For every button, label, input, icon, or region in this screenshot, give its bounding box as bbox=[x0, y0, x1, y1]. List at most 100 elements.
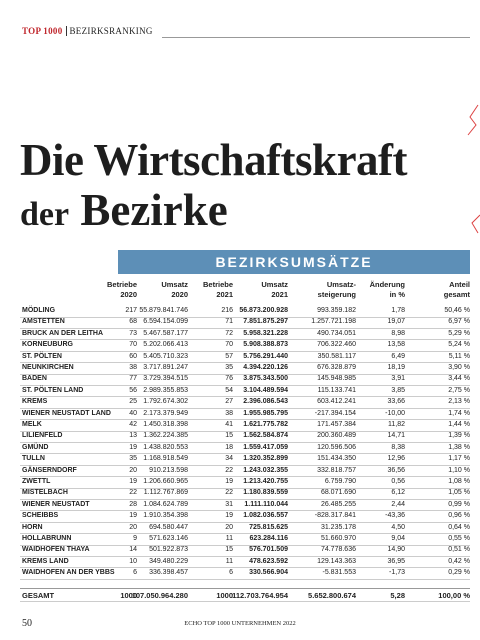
cell: 5,29 % bbox=[448, 329, 470, 337]
cell: 18,19 bbox=[387, 364, 405, 371]
cell: 5.405.710.323 bbox=[143, 352, 188, 360]
cell: 217 bbox=[125, 307, 137, 314]
cell: -10,00 bbox=[385, 409, 405, 417]
cell: 22 bbox=[129, 489, 137, 497]
cell: 5.908.388.873 bbox=[243, 341, 288, 349]
cell: 1.320.352.899 bbox=[243, 455, 288, 463]
column-header-line: Umsatz- bbox=[326, 280, 356, 289]
row-label: WIENER NEUSTADT LAND bbox=[22, 409, 111, 417]
table-row: WAIDHOFEN AN DER YBBS 6 336.398.457 6 330.56… bbox=[20, 567, 470, 580]
cell: 77 bbox=[129, 375, 137, 383]
cell: 478.623.592 bbox=[249, 557, 288, 565]
title-line: Die Wirtschaftskraft bbox=[20, 135, 408, 185]
row-label: HORN bbox=[22, 523, 43, 531]
cell: 1.180.839.559 bbox=[243, 489, 288, 497]
cell: 38 bbox=[225, 409, 233, 417]
header-rule bbox=[162, 37, 470, 38]
cell: 623.284.116 bbox=[249, 535, 288, 542]
cell: 20 bbox=[129, 466, 137, 474]
cell: 3.717.891.247 bbox=[143, 364, 188, 371]
cell: -43,36 bbox=[385, 512, 405, 520]
table-row: KREMS 25 1.792.674.302 27 2.396.086.543 603.4… bbox=[20, 396, 470, 409]
cell: 22 bbox=[225, 466, 233, 474]
cell: 1.213.420.755 bbox=[243, 478, 288, 485]
column-header-line: 2020 bbox=[171, 290, 188, 299]
cell: 3.729.394.515 bbox=[143, 375, 188, 383]
cell: 1.450.318.398 bbox=[143, 421, 188, 428]
table-row: LILIENFELD 13 1.362.224.385 15 1.562.584.874… bbox=[20, 430, 470, 443]
title-word: der bbox=[20, 196, 70, 233]
row-label: MÖDLING bbox=[22, 307, 56, 314]
cell: 28 bbox=[129, 500, 137, 508]
cell: 129.143.363 bbox=[317, 557, 356, 565]
cell: 676.328.879 bbox=[317, 364, 356, 371]
cell: 12,96 bbox=[387, 455, 405, 463]
cell: 14,71 bbox=[387, 432, 405, 440]
cell: 56 bbox=[129, 386, 137, 394]
table-row: GMÜND 19 1.438.820.553 18 1.559.417.059 120.5… bbox=[20, 442, 470, 455]
cell: 14,90 bbox=[387, 546, 405, 554]
cell: 1.955.985.795 bbox=[243, 409, 288, 417]
cell: 76 bbox=[225, 375, 233, 383]
cell: 14 bbox=[129, 546, 137, 554]
column-header-line: 2021 bbox=[216, 290, 233, 299]
cell: 9 bbox=[133, 535, 137, 542]
table-row: HOLLABRUNN 9 571.623.146 11 623.284.116 51.66… bbox=[20, 533, 470, 546]
cell: 171.457.384 bbox=[317, 421, 356, 428]
row-label: WAIDHOFEN AN DER YBBS bbox=[22, 569, 115, 577]
cell: 1000 bbox=[216, 591, 233, 600]
cell: 1,10 % bbox=[448, 466, 470, 474]
cell: 1,17 % bbox=[448, 455, 470, 463]
cell: 6,97 % bbox=[448, 318, 470, 326]
cell: 20 bbox=[129, 523, 137, 531]
table-title: BEZIRKSUMSÄTZE bbox=[118, 250, 470, 274]
cell: 2,75 % bbox=[448, 386, 470, 394]
row-label: GÄNSERNDORF bbox=[22, 466, 77, 474]
cell: 73 bbox=[129, 329, 137, 337]
row-label: ST. PÖLTEN LAND bbox=[22, 386, 84, 394]
cell: 0,55 % bbox=[448, 535, 470, 542]
cell: 349.480.229 bbox=[149, 557, 188, 565]
cell: 5,11 % bbox=[448, 352, 470, 360]
cell: 200.360.489 bbox=[317, 432, 356, 440]
column-header-line: Betriebe bbox=[106, 280, 137, 289]
cell: 6 bbox=[229, 569, 233, 577]
cell: 4,50 bbox=[391, 523, 405, 531]
cell: 3,90 % bbox=[448, 364, 470, 371]
cell: 1.257.721.198 bbox=[311, 318, 356, 326]
column-header-line: 2020 bbox=[120, 290, 137, 299]
cell: 1,08 % bbox=[448, 478, 470, 485]
row-label: ST. PÖLTEN bbox=[22, 352, 62, 360]
cell: 1,38 % bbox=[448, 443, 470, 451]
cell: 11 bbox=[225, 535, 233, 542]
cell: 1.112.767.869 bbox=[143, 489, 188, 497]
cell: 68 bbox=[129, 318, 137, 326]
row-label: SCHEIBBS bbox=[22, 512, 59, 520]
cell: 1.562.584.874 bbox=[243, 432, 288, 440]
cell: 57 bbox=[225, 352, 233, 360]
cell: 100,00 % bbox=[438, 591, 470, 600]
cell: 706.322.460 bbox=[317, 341, 356, 349]
cell: 51.660.970 bbox=[320, 535, 356, 542]
cell: 350.581.117 bbox=[317, 352, 356, 360]
cell: 6,49 bbox=[391, 352, 405, 360]
row-label: BADEN bbox=[22, 375, 47, 383]
header: TOP 1000 BEZIRKSRANKING bbox=[22, 26, 153, 36]
cell: 8,38 bbox=[391, 443, 405, 451]
cell: 576.701.509 bbox=[249, 546, 288, 554]
cell: 1.084.624.789 bbox=[143, 500, 188, 508]
decoration bbox=[467, 104, 480, 234]
cell: -5.831.553 bbox=[322, 569, 356, 577]
cell: 35 bbox=[225, 364, 233, 371]
cell: 1000 bbox=[120, 591, 137, 600]
table-row: SCHEIBBS 19 1.910.354.398 19 1.082.036.557 -8… bbox=[20, 510, 470, 523]
column-header-line: in % bbox=[389, 290, 405, 299]
section: TOP 1000 bbox=[22, 26, 63, 36]
cell: -1,73 bbox=[389, 569, 405, 577]
row-label: GMÜND bbox=[22, 443, 49, 451]
cell: 36,56 bbox=[387, 466, 405, 474]
cell: -828.317.841 bbox=[314, 512, 356, 520]
cell: 74.778.636 bbox=[320, 546, 356, 554]
cell: 1.559.417.059 bbox=[243, 443, 288, 451]
